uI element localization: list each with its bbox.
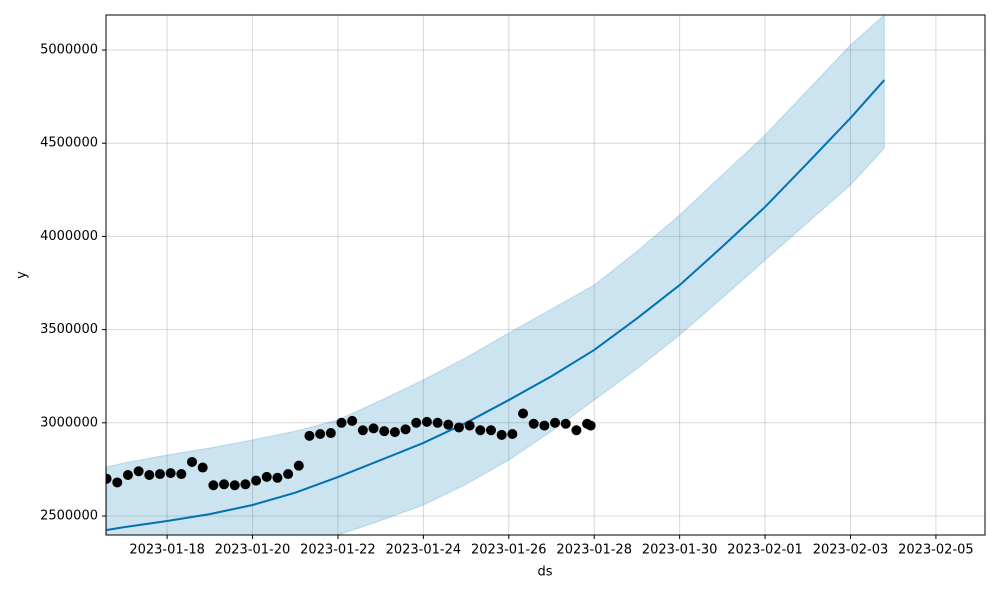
observed-point — [571, 425, 582, 436]
x-tick-label: 2023-02-03 — [813, 543, 889, 558]
x-tick-label: 2023-01-22 — [300, 543, 376, 558]
observed-point — [475, 425, 486, 436]
observed-point — [325, 428, 336, 439]
x-tick-label: 2023-02-05 — [898, 543, 974, 558]
x-axis-label: ds — [537, 565, 552, 580]
observed-point — [106, 473, 112, 484]
observed-point — [154, 469, 165, 480]
observed-point — [539, 420, 550, 431]
observed-point — [261, 471, 272, 482]
axes-frame — [105, 14, 986, 536]
observed-point — [585, 420, 596, 431]
observed-point — [251, 475, 262, 486]
observed-point — [219, 479, 230, 490]
observed-point — [315, 428, 326, 439]
x-tick-label: 2023-02-01 — [727, 543, 803, 558]
x-tick-label: 2023-01-18 — [129, 543, 205, 558]
observed-point — [187, 456, 198, 467]
observed-point — [560, 418, 571, 429]
observed-point — [432, 417, 443, 428]
observed-point — [518, 408, 529, 419]
y-tick-label: 4500000 — [40, 136, 98, 151]
observed-point — [411, 417, 422, 428]
plot-area — [106, 15, 886, 535]
observed-point — [208, 480, 219, 491]
observed-point — [304, 430, 315, 441]
y-axis-label: y — [15, 271, 30, 279]
observed-point — [485, 425, 496, 436]
observed-point — [464, 420, 475, 431]
x-tick-label: 2023-01-24 — [386, 543, 462, 558]
observed-point — [496, 429, 507, 440]
observed-point — [112, 477, 123, 488]
x-tick-label: 2023-01-20 — [215, 543, 291, 558]
observed-point — [240, 479, 251, 490]
observed-point — [197, 462, 208, 473]
observed-point — [283, 469, 294, 480]
grid — [106, 15, 985, 535]
observed-point — [144, 469, 155, 480]
observed-point — [421, 416, 432, 427]
observed-point — [379, 426, 390, 437]
observed-point — [336, 417, 347, 428]
observed-point — [357, 425, 368, 436]
observed-point — [400, 424, 411, 435]
observed-point — [229, 480, 240, 491]
observed-point — [453, 422, 464, 433]
observed-point — [293, 460, 304, 471]
observed-point — [528, 418, 539, 429]
observed-point — [389, 427, 400, 438]
x-tick-label: 2023-01-30 — [642, 543, 718, 558]
y-tick-label: 3000000 — [40, 415, 98, 430]
y-tick-label: 5000000 — [40, 43, 98, 58]
observed-point — [347, 415, 358, 426]
observed-point — [550, 417, 561, 428]
x-tick-label: 2023-01-26 — [471, 543, 547, 558]
y-tick-label: 2500000 — [40, 508, 98, 523]
y-tick-label: 3500000 — [40, 322, 98, 337]
observed-point — [443, 419, 454, 430]
observed-point — [368, 423, 379, 434]
forecast-line — [106, 79, 886, 531]
observed-point — [122, 469, 133, 480]
observed-point — [133, 466, 144, 477]
observed-point — [272, 472, 283, 483]
axes: 2023-01-18 2023-01-20 2023-01-22 2023-01-24… — [40, 43, 974, 558]
y-tick-label: 4000000 — [40, 229, 98, 244]
observed-point — [165, 468, 176, 479]
observed-point — [507, 428, 518, 439]
x-tick-label: 2023-01-28 — [556, 543, 632, 558]
observed-point — [176, 469, 187, 480]
